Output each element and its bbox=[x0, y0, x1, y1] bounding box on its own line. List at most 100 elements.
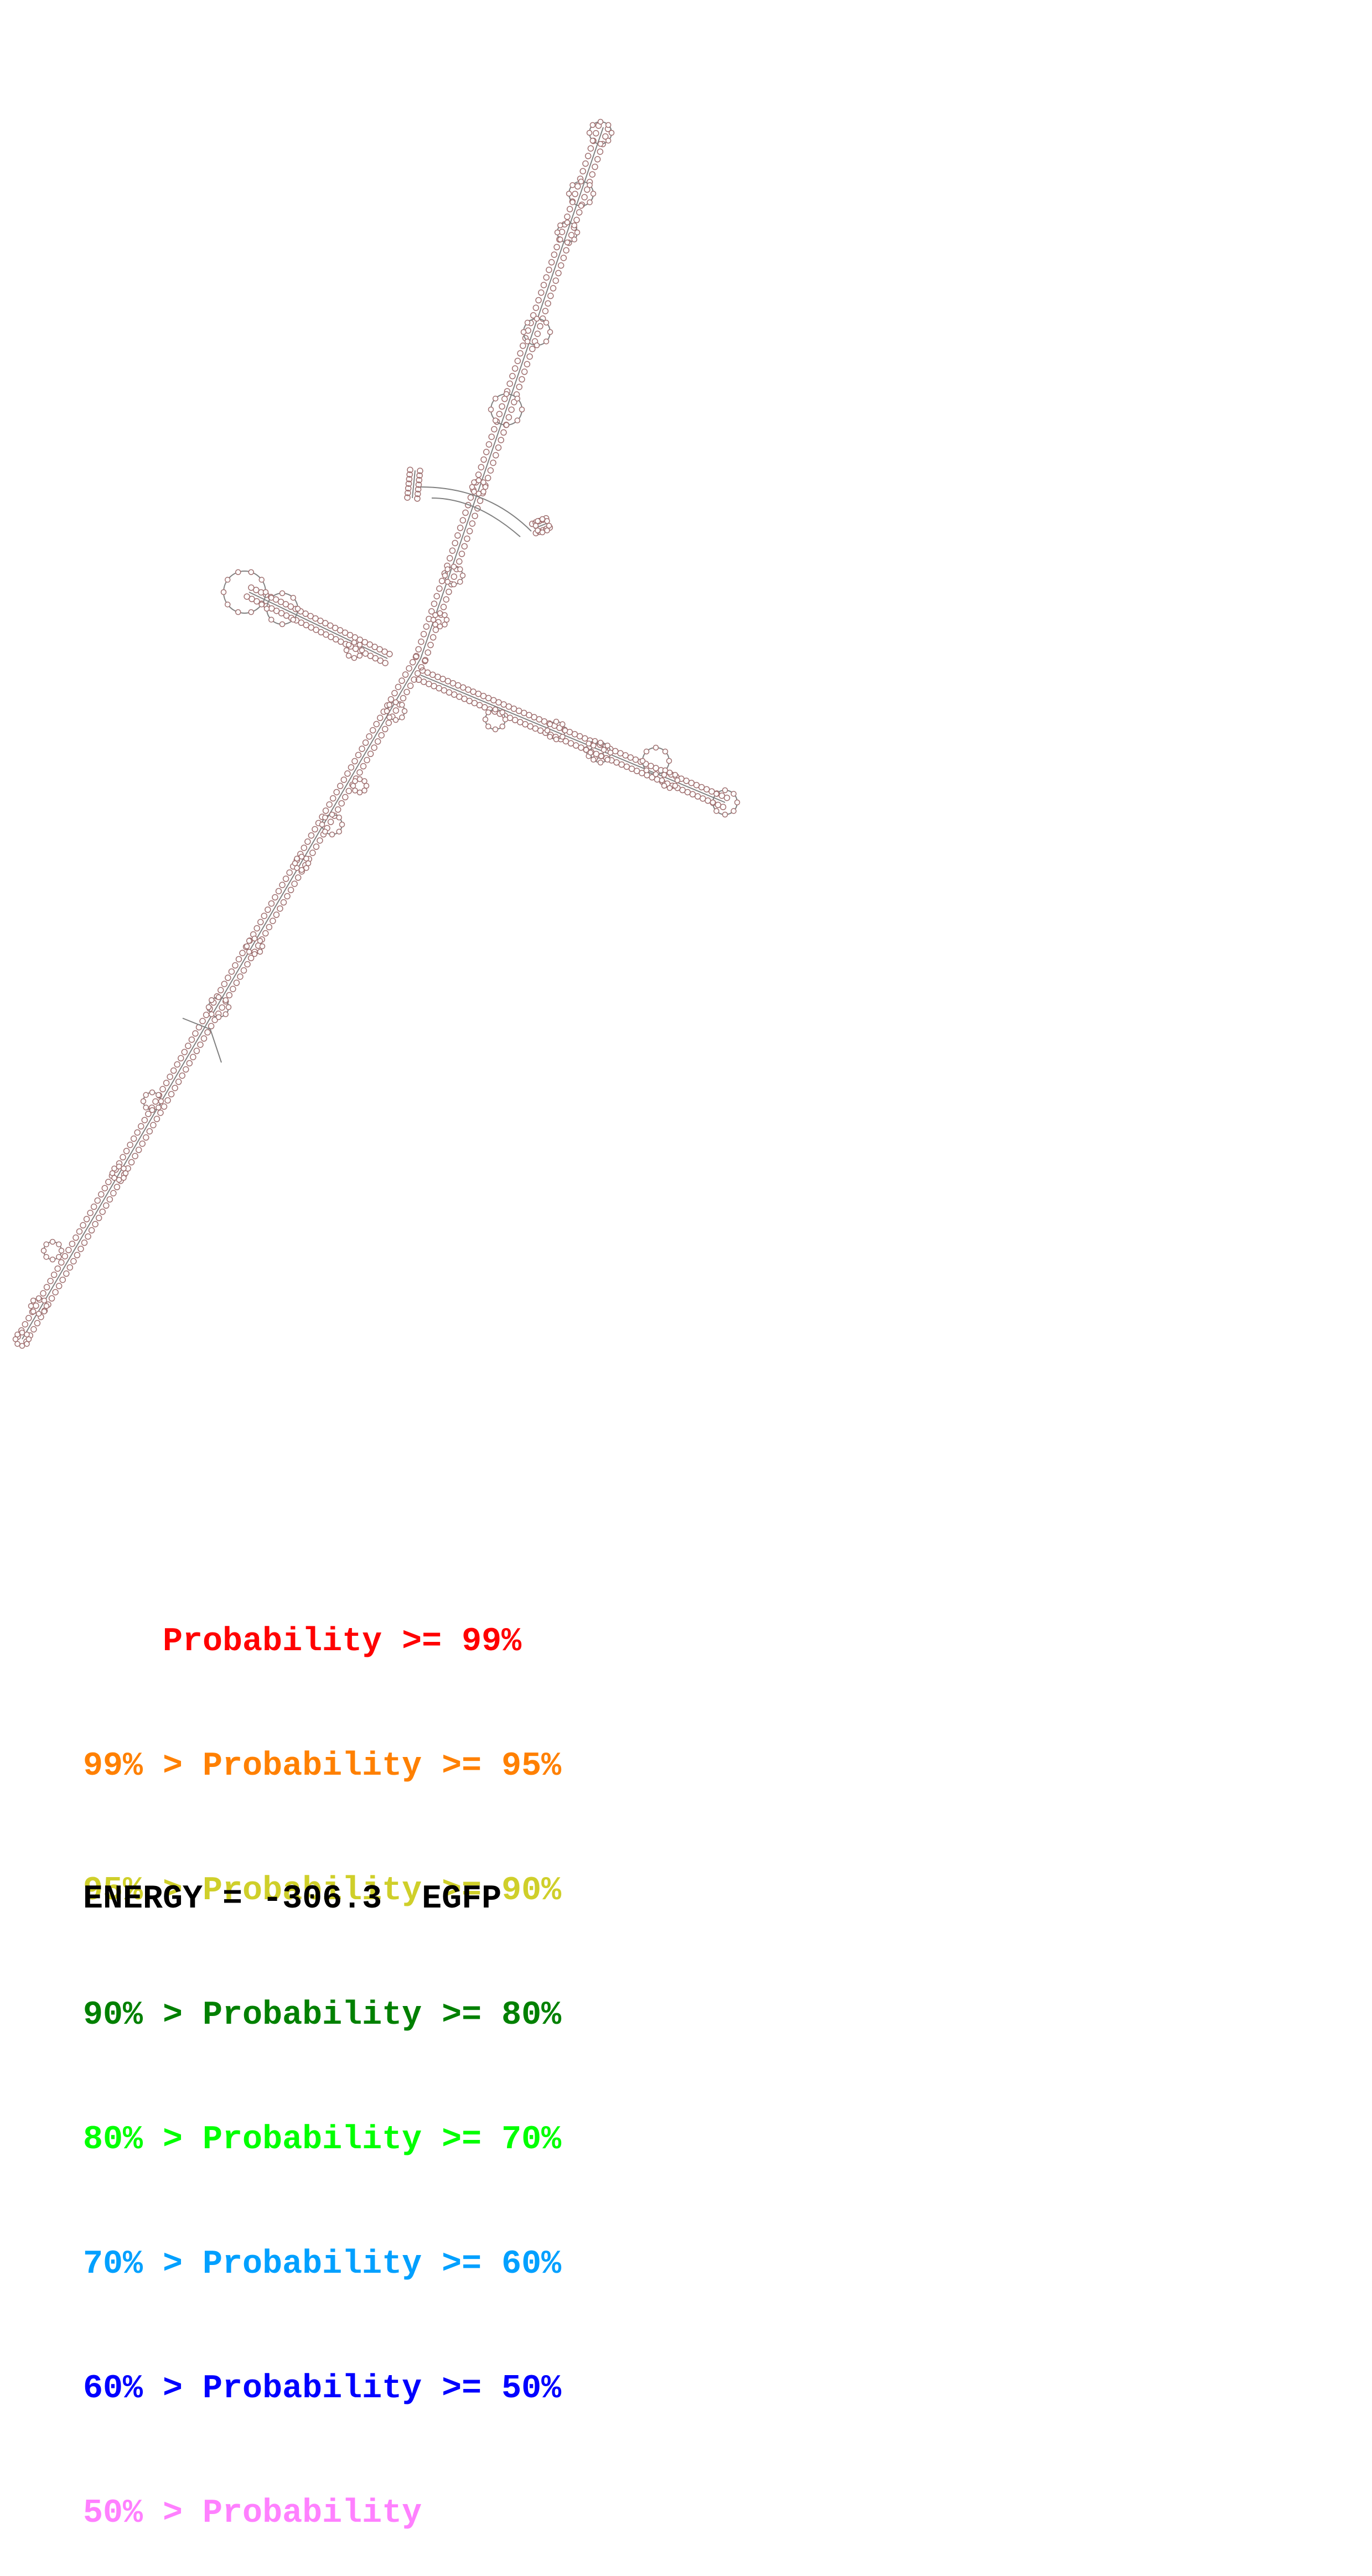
helix-lower-arm-base bbox=[30, 1326, 37, 1333]
helix-left-arm-base bbox=[337, 638, 344, 645]
helix-lower-arm-base bbox=[391, 690, 398, 697]
helix-lower-arm-base bbox=[367, 750, 374, 758]
hairpin-loop-right-3-base bbox=[607, 749, 614, 756]
helix-lower-arm-base bbox=[387, 696, 395, 703]
hairpin-loop-side-2-base bbox=[532, 522, 539, 529]
helix-lower-arm-base bbox=[85, 1233, 91, 1240]
hairpin-loop-right-4-base bbox=[643, 748, 650, 755]
helix-lower-arm-base bbox=[47, 1278, 54, 1284]
hairpin-loop-left-small-base bbox=[345, 641, 352, 648]
helix-lower-arm-base bbox=[304, 838, 311, 845]
hairpin-loop-right-1-base bbox=[562, 727, 568, 734]
hairpin-loop-upper-0-base bbox=[605, 137, 612, 144]
hairpin-loop-left-mid-base bbox=[290, 616, 297, 623]
helix-upper-arm-base bbox=[592, 163, 598, 170]
helix-lower-arm-base bbox=[83, 1216, 90, 1222]
helix-upper-arm-base bbox=[519, 376, 525, 383]
helix-lower-arm-base bbox=[134, 1129, 141, 1136]
helix-lower-arm-base bbox=[99, 1208, 106, 1215]
helix-lower-arm-base bbox=[88, 1227, 95, 1234]
hairpin-loop-upper-7-base bbox=[443, 616, 450, 623]
hairpin-loop-left-big-base bbox=[225, 602, 231, 608]
helix-left-arm-base bbox=[248, 595, 255, 603]
helix-side-stem-1-base bbox=[405, 490, 411, 496]
hairpin-loop-right-3-base bbox=[587, 749, 594, 756]
helix-left-arm-base bbox=[298, 619, 305, 626]
helix-upper-arm-base bbox=[547, 292, 554, 299]
helix-lower-arm-base bbox=[167, 1074, 173, 1080]
hairpin-loop-left-small-base bbox=[351, 639, 358, 646]
helix-lower-arm-base bbox=[392, 707, 400, 714]
hairpin-loop-upper-5-base bbox=[480, 489, 486, 495]
hairpin-loop-left-big-base bbox=[220, 589, 227, 595]
helix-upper-arm-base bbox=[474, 505, 481, 512]
hairpin-loop-right-1-base bbox=[553, 718, 560, 725]
hairpin-loop-upper-5-base bbox=[475, 490, 482, 497]
helix-lower-arm-base bbox=[232, 962, 239, 969]
hairpin-loop-upper-2-base bbox=[557, 222, 563, 229]
helix-lower-arm-base bbox=[59, 1276, 66, 1283]
hairpin-loop-upper-2-base bbox=[571, 222, 577, 229]
hairpin-loop-upper-1-base bbox=[566, 190, 572, 197]
helix-upper-arm-base bbox=[553, 243, 560, 251]
legend-label: Probability >= 80% bbox=[203, 1997, 562, 2034]
helix-lower-arm-base bbox=[345, 787, 353, 795]
helix-lower-arm-base bbox=[239, 950, 246, 956]
hairpin-loop-upper-5-base bbox=[475, 477, 482, 484]
helix-upper-arm-base bbox=[538, 289, 545, 296]
hairpin-loop-upper-7-base bbox=[430, 616, 437, 623]
helix-left-arm-base bbox=[328, 634, 334, 640]
hairpin-loop-lower-9-base bbox=[30, 1297, 37, 1304]
helix-lower-arm-base bbox=[164, 1097, 171, 1104]
legend-label: Probability >= 60% bbox=[203, 2246, 562, 2283]
helix-left-arm-base bbox=[317, 618, 324, 624]
helix-lower-arm-base bbox=[219, 1004, 225, 1011]
hairpin-loop-upper-5-base bbox=[482, 484, 489, 490]
hairpin-loop-lower-0-base bbox=[384, 708, 390, 714]
hairpin-loop-lower-3-base bbox=[303, 865, 309, 871]
helix-lower-arm-base bbox=[351, 758, 358, 765]
helix-upper-arm-base bbox=[516, 383, 522, 390]
helix-upper-arm-base bbox=[584, 153, 592, 159]
helix-lower-arm-base bbox=[153, 1116, 161, 1122]
hairpin-loop-right-3-base bbox=[597, 739, 604, 746]
hairpin-loop-right-6-base bbox=[731, 808, 737, 814]
hairpin-loop-upper-6-base bbox=[451, 581, 457, 588]
helix-upper-arm-base bbox=[526, 353, 533, 360]
helix-lower-arm-base bbox=[120, 1154, 126, 1160]
helix-lower-arm-base bbox=[338, 800, 345, 807]
helix-upper-arm-base bbox=[589, 171, 596, 178]
hairpin-loop-lower-1-base bbox=[356, 776, 363, 782]
hairpin-loop-lower-3-base bbox=[305, 860, 312, 867]
helix-upper-arm-base bbox=[506, 380, 513, 387]
hairpin-loop-lower-7-base bbox=[121, 1165, 127, 1172]
hairpin-loop-right-1-base bbox=[560, 734, 566, 740]
helix-left-arm-base bbox=[308, 624, 314, 631]
legend-row-below-50: 50% > Probability bbox=[83, 2493, 561, 2534]
helix-right-arm-axis bbox=[420, 675, 726, 803]
helix-upper-arm-base bbox=[484, 475, 491, 481]
helix-lower-arm-base bbox=[360, 763, 367, 770]
helix-upper-arm-base bbox=[418, 638, 424, 645]
helix-lower-arm-base bbox=[58, 1259, 65, 1266]
helix-lower-arm-base bbox=[175, 1079, 182, 1085]
helix-lower-arm-base bbox=[98, 1191, 105, 1198]
hairpin-loop-upper-5-base bbox=[471, 489, 477, 495]
hairpin-loop-right-0-base bbox=[499, 709, 505, 716]
helix-lower-arm-base bbox=[203, 1012, 210, 1018]
helix-lower-arm-base bbox=[159, 1086, 166, 1092]
helix-lower-arm-base bbox=[157, 1110, 164, 1116]
helix-lower-arm-base bbox=[22, 1321, 29, 1328]
helix-lower-arm-base bbox=[291, 880, 298, 887]
helix-lower-arm-base bbox=[270, 918, 276, 924]
legend-label: Probability >= 70% bbox=[203, 2121, 562, 2159]
helix-lower-arm-base bbox=[275, 888, 282, 895]
helix-upper-arm-base bbox=[466, 528, 473, 535]
hairpin-loop-upper-7-base bbox=[432, 612, 438, 618]
hairpin-loop-lower-5-base bbox=[205, 1004, 212, 1010]
helix-lower-arm-base bbox=[65, 1247, 72, 1253]
hairpin-loop-left-small-base bbox=[351, 655, 358, 661]
hairpin-loop-lower-10-base bbox=[12, 1336, 19, 1343]
helix-lower-arm-base bbox=[25, 1315, 32, 1321]
hairpin-loop-lower-7-base bbox=[111, 1175, 117, 1181]
